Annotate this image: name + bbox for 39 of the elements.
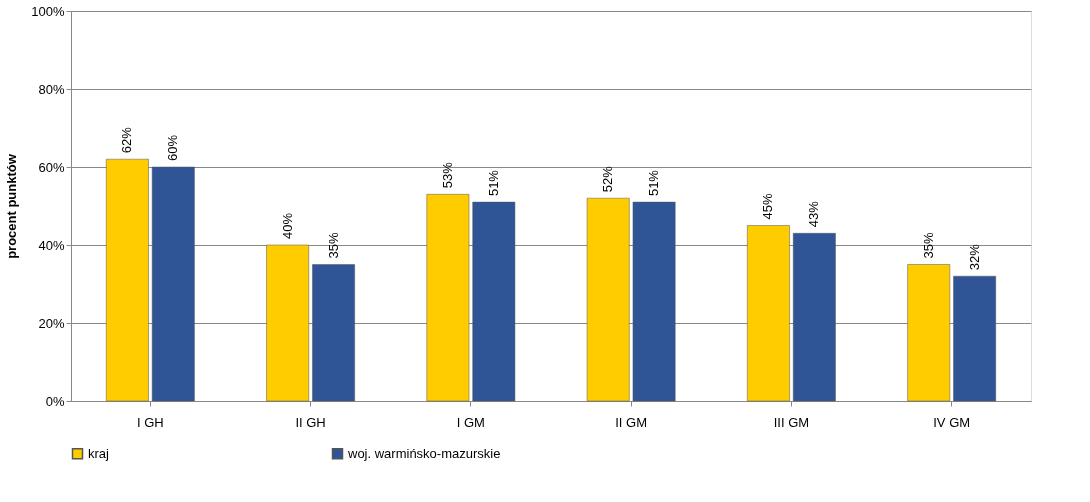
data-label: 35% — [325, 232, 341, 259]
bar — [586, 197, 630, 402]
data-label: 45% — [760, 193, 776, 220]
bar — [426, 194, 470, 402]
x-tick-label: IV GM — [933, 414, 971, 430]
bar — [472, 201, 516, 402]
y-tick-label: 100% — [31, 3, 65, 19]
bar — [106, 158, 149, 402]
x-tick-label: II GH — [295, 414, 326, 430]
data-label: 62% — [119, 126, 135, 154]
data-label: 52% — [600, 165, 616, 193]
data-label: 53% — [439, 161, 455, 189]
bar — [312, 264, 355, 402]
data-label: 32% — [966, 243, 982, 271]
data-label: 40% — [279, 212, 295, 239]
y-tick-label: 60% — [38, 159, 65, 175]
data-label: 60% — [165, 134, 181, 161]
x-tick-label: I GM — [456, 414, 485, 430]
data-label: 51% — [646, 169, 662, 197]
bar — [953, 275, 996, 402]
bar — [907, 264, 951, 402]
data-label: 35% — [920, 232, 936, 259]
bar — [632, 201, 676, 402]
data-label: 43% — [806, 200, 822, 228]
bar — [266, 244, 310, 402]
legend-label: woj. warmińsko-mazurskie — [347, 445, 501, 461]
y-tick-label: 20% — [38, 315, 65, 331]
legend-label: kraj — [88, 445, 110, 461]
y-tick-label: 80% — [38, 81, 65, 97]
x-tick-label: III GM — [773, 414, 810, 430]
x-tick-label: I GH — [136, 414, 164, 430]
bar — [151, 166, 195, 402]
data-label: 51% — [485, 169, 501, 197]
bar — [792, 233, 836, 402]
x-tick-label: II GM — [615, 414, 648, 430]
bar — [747, 225, 790, 402]
y-axis-title: procent punktów — [4, 153, 20, 259]
y-tick-label: 0% — [45, 393, 65, 409]
y-tick-label: 40% — [38, 237, 65, 253]
